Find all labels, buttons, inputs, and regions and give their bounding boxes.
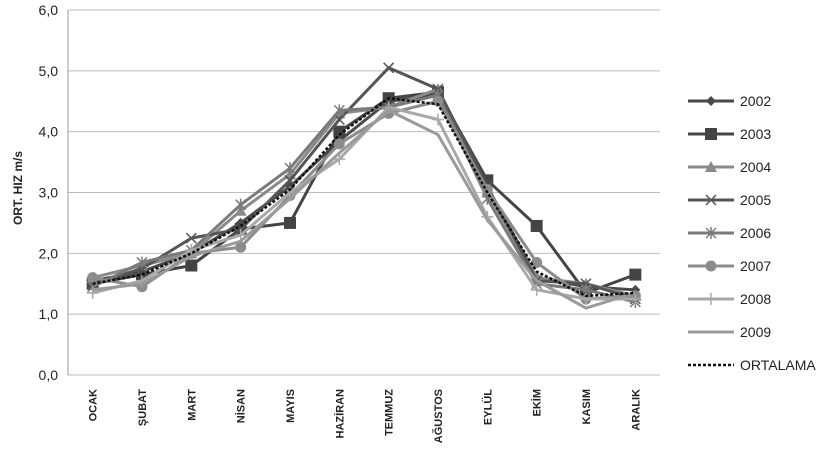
legend-marker <box>705 128 717 140</box>
legend-item-2007: 2007 <box>688 258 771 274</box>
point-2005-marker <box>185 232 197 244</box>
legend-item-2009: 2009 <box>688 324 771 340</box>
gridlines <box>67 9 660 376</box>
point-2006-marker <box>284 162 296 175</box>
y-tick-label: 4,0 <box>39 124 59 140</box>
point-2008-marker <box>530 283 543 296</box>
y-tick-labels: 0,0 1,0 2,0 3,0 4,0 5,0 6,0 <box>39 2 59 383</box>
y-tick-label: 1,0 <box>39 306 59 322</box>
x-tick-label: AĞUSTOS <box>432 389 445 443</box>
point-2005-marker <box>284 174 296 186</box>
x-tick-label: NİSAN <box>235 389 248 423</box>
x-tick-label: KASIM <box>581 389 593 424</box>
point-2008-marker <box>333 153 346 166</box>
point-2007-marker <box>235 241 247 253</box>
legend-marker <box>705 260 717 272</box>
point-2008-marker <box>234 229 247 242</box>
point-2006-marker <box>136 256 148 269</box>
legend-marker <box>705 293 717 305</box>
legend-marker <box>706 96 716 106</box>
series-line-2005 <box>92 66 636 301</box>
legend-marker <box>705 227 717 239</box>
y-tick-label: 5,0 <box>39 63 59 79</box>
point-2008-marker <box>432 113 444 126</box>
point-2007-marker <box>87 272 99 284</box>
legend-item-2004: 2004 <box>688 159 771 175</box>
legend-item-2002: 2002 <box>688 93 771 109</box>
series-line-ortalama <box>92 96 636 298</box>
point-2007-marker <box>531 256 543 268</box>
legend-label: 2003 <box>740 126 771 142</box>
legend-label: 2007 <box>740 258 771 274</box>
x-tick-label: MAYIS <box>285 389 297 423</box>
legend-label: 2002 <box>740 93 771 109</box>
x-tick-label: TEMMUZ <box>384 389 396 436</box>
x-tick-label: ŞUBAT <box>137 389 149 426</box>
legend-item-2003: 2003 <box>688 126 771 142</box>
x-tick-labels: OCAK ŞUBAT MART NİSAN MAYIS HAZİRAN TEMMUZ AĞUS… <box>88 389 643 443</box>
y-tick-label: 0,0 <box>39 367 59 383</box>
series-lines <box>86 62 642 310</box>
point-2007-marker <box>432 95 444 107</box>
point-2003-marker <box>333 125 346 138</box>
series-line-2009 <box>92 108 636 310</box>
x-tick-label: OCAK <box>88 389 100 421</box>
legend-label: 2004 <box>740 159 771 175</box>
y-axis-label: ORT. HIZ m/s <box>11 151 25 225</box>
point-2006-marker <box>333 104 345 117</box>
y-tick-label: 6,0 <box>39 2 59 18</box>
y-tick-label: 3,0 <box>39 185 59 201</box>
point-2003-marker <box>629 268 642 281</box>
x-tick-label: EYLÜL <box>481 389 494 425</box>
y-tick-label: 2,0 <box>39 245 59 261</box>
series-2009 <box>92 108 636 310</box>
point-2003-marker <box>284 216 296 229</box>
point-2007-marker <box>481 183 493 195</box>
legend-item-2005: 2005 <box>688 192 771 208</box>
point-2006-marker <box>235 198 247 211</box>
point-2008-marker <box>629 292 642 305</box>
legend-label: 2005 <box>740 192 771 208</box>
point-2008-marker <box>185 244 198 257</box>
series-line-2006 <box>92 93 636 304</box>
legend-marker <box>705 194 717 206</box>
point-2005-marker <box>383 62 395 74</box>
legend-label: ORTALAMA <box>740 357 816 373</box>
legend-label: 2009 <box>740 324 771 340</box>
point-2003-marker <box>185 259 198 272</box>
x-tick-label: ARALIK <box>630 389 642 431</box>
legend-label: 2008 <box>740 291 771 307</box>
x-tick-label: HAZİRAN <box>333 389 346 439</box>
legend-item-ortalama: ORTALAMA <box>688 357 816 373</box>
point-2007-marker <box>333 138 345 150</box>
legend: 2002 2003 2004 2005 2006 2007 2008 2009 ORTALAMA <box>688 93 816 373</box>
series-line-2007 <box>92 99 636 301</box>
legend-item-2006: 2006 <box>688 225 771 241</box>
x-tick-label: MART <box>186 389 198 421</box>
series-2007 <box>87 95 641 305</box>
x-tick-label: EKİM <box>531 389 544 417</box>
legend-label: 2006 <box>740 225 771 241</box>
point-2003-marker <box>530 219 543 232</box>
series-ortalama <box>92 96 636 298</box>
legend-marker <box>705 161 717 172</box>
legend-item-2008: 2008 <box>688 291 771 307</box>
